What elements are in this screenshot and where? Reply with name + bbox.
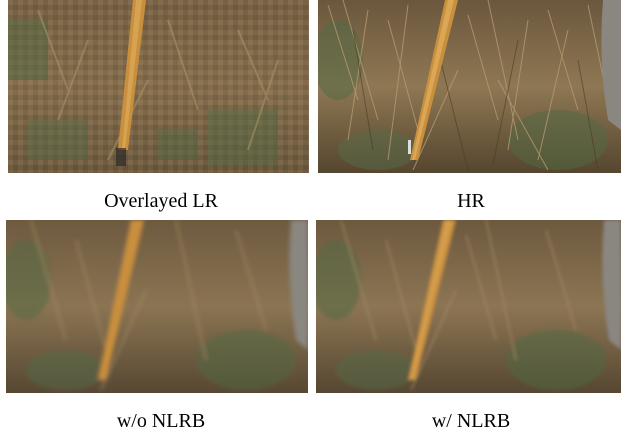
caption-hr: HR bbox=[457, 190, 485, 212]
caption-wo-nlrb: w/o NLRB bbox=[116, 410, 206, 432]
panel-overlayed-lr bbox=[8, 0, 309, 173]
panel-hr bbox=[318, 0, 621, 173]
wo-nlrb-image bbox=[6, 220, 308, 393]
panel-w-nlrb bbox=[316, 220, 621, 393]
w-nlrb-image bbox=[316, 220, 621, 393]
caption-overlayed-lr: Overlayed LR bbox=[104, 190, 218, 212]
hr-image bbox=[318, 0, 621, 173]
caption-w-nlrb: w/ NLRB bbox=[431, 410, 511, 432]
panel-wo-nlrb bbox=[6, 220, 308, 393]
overlayed-lr-image bbox=[8, 0, 309, 173]
